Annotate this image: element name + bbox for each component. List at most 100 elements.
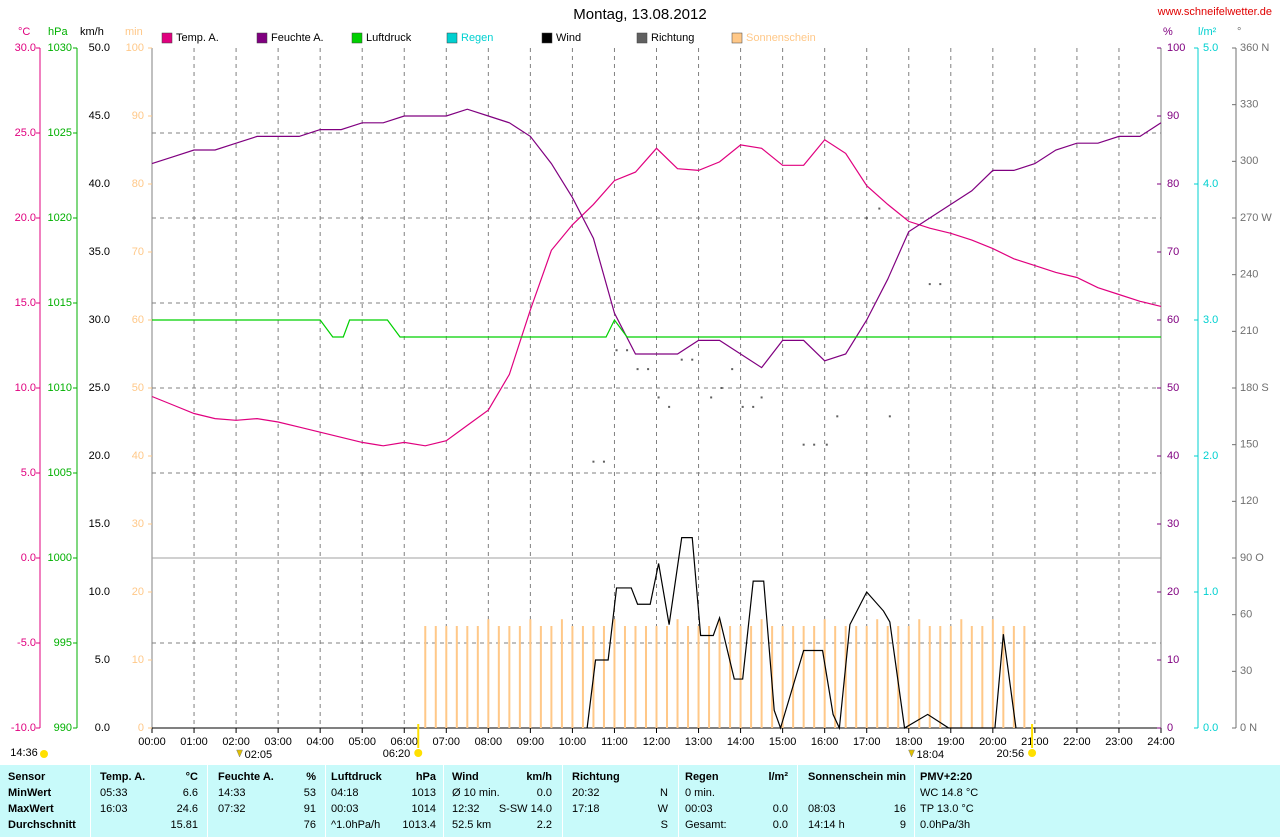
direction-dot xyxy=(636,368,639,371)
sun-bar xyxy=(729,626,732,728)
column-separator xyxy=(325,765,326,837)
y-tick-label: 100 xyxy=(1167,42,1185,54)
direction-dot xyxy=(825,443,828,446)
legend-label: Temp. A. xyxy=(176,32,219,44)
column-separator xyxy=(90,765,91,837)
sun-bar xyxy=(560,619,563,728)
table-cell: 0.0 xyxy=(772,803,788,815)
sun-bar xyxy=(708,626,711,728)
y-tick-label: 50 xyxy=(132,382,144,394)
x-tick-label: 02:00 xyxy=(222,736,250,748)
sun-marker-label: 06:20 xyxy=(383,748,411,760)
chart-title: Montag, 13.08.2012 xyxy=(573,6,706,23)
table-cell: Wind xyxy=(452,771,479,783)
direction-dot xyxy=(680,358,683,361)
table-cell: 91 xyxy=(303,803,316,815)
sun-bar xyxy=(666,626,669,728)
table-cell: 17:18 xyxy=(572,803,600,815)
table-cell: Richtung xyxy=(572,771,620,783)
sun-bar xyxy=(539,626,542,728)
y-tick-label: 1000 xyxy=(48,552,72,564)
legend-swatch xyxy=(636,32,648,44)
sun-bar xyxy=(445,626,448,728)
x-tick-label: 16:00 xyxy=(811,736,839,748)
sun-bar xyxy=(981,626,984,728)
y-tick-label: 70 xyxy=(1167,246,1179,258)
table-cell: 2.2 xyxy=(536,819,552,831)
sun-marker-label: 20:56 xyxy=(997,748,1025,760)
sun-bar xyxy=(623,626,626,728)
table-cell: 04:18 xyxy=(331,787,359,799)
table-cell: WC 14.8 °C xyxy=(920,787,979,799)
y-tick-label: 90 xyxy=(1167,110,1179,122)
sun-bar xyxy=(876,619,879,728)
legend-swatch xyxy=(541,32,553,44)
y-tick-label: 25.0 xyxy=(15,127,36,139)
x-tick-label: 09:00 xyxy=(517,736,545,748)
sun-bar xyxy=(949,626,952,728)
table-cell: ^1.0hPa/h xyxy=(331,819,381,831)
table-cell: 14:33 xyxy=(218,787,246,799)
table-cell: 0.0 xyxy=(536,787,552,799)
sun-bar xyxy=(434,626,437,728)
table-cell: Durchschnitt xyxy=(8,819,76,831)
y-tick-label: -5.0 xyxy=(17,637,36,649)
table-cell: hPa xyxy=(415,771,436,783)
x-tick-label: 17:00 xyxy=(853,736,881,748)
y-tick-label: 10.0 xyxy=(89,586,110,598)
y-tick-label: 15.0 xyxy=(15,297,36,309)
legend-label: Feuchte A. xyxy=(271,32,324,44)
sun-bar xyxy=(466,626,469,728)
y-tick-label: 45.0 xyxy=(89,110,110,122)
table-cell: 07:32 xyxy=(218,803,246,815)
sun-bar xyxy=(634,626,637,728)
column-separator xyxy=(443,765,444,837)
table-cell: Feuchte A. xyxy=(218,771,274,783)
x-tick-label: 24:00 xyxy=(1147,736,1175,748)
table-cell: MinWert xyxy=(8,787,52,799)
y-tick-label: 20 xyxy=(1167,586,1179,598)
y-tick-label: 0 N xyxy=(1240,722,1257,734)
y-tick-label: 0 xyxy=(1167,722,1173,734)
legend-swatch xyxy=(351,32,363,44)
y-tick-label: 360 N xyxy=(1240,42,1269,54)
y-tick-label: 120 xyxy=(1240,495,1258,507)
y-tick-label: 30.0 xyxy=(89,314,110,326)
direction-dot xyxy=(657,396,660,399)
temp-marker-label: 18:04 xyxy=(917,749,945,761)
table-cell: 20:32 xyxy=(572,787,600,799)
table-cell: 9 xyxy=(899,819,906,831)
sun-bar xyxy=(518,626,521,728)
table-cell: 16:03 xyxy=(100,803,128,815)
direction-dot xyxy=(888,415,891,418)
sun-bar xyxy=(739,626,742,728)
table-cell: Temp. A. xyxy=(100,771,146,783)
legend-swatch xyxy=(256,32,268,44)
sun-bar xyxy=(487,619,490,728)
y-tick-label: 330 xyxy=(1240,99,1258,111)
table-cell: Regen xyxy=(685,771,719,783)
sun-bar xyxy=(886,626,889,728)
sun-bar xyxy=(813,626,816,728)
sun-bar xyxy=(687,626,690,728)
y-tick-label: 70 xyxy=(132,246,144,258)
x-tick-label: 03:00 xyxy=(264,736,292,748)
x-tick-label: 15:00 xyxy=(769,736,797,748)
legend-swatch xyxy=(731,32,743,44)
x-tick-label: 08:00 xyxy=(475,736,503,748)
sun-marker xyxy=(414,749,423,757)
y-tick-label: 15.0 xyxy=(89,518,110,530)
direction-dot xyxy=(592,460,595,463)
table-cell: 15.81 xyxy=(170,819,198,831)
y-tick-label: 90 xyxy=(132,110,144,122)
sun-bar xyxy=(907,626,910,728)
x-tick-label: 20:00 xyxy=(979,736,1007,748)
direction-dot xyxy=(878,207,881,210)
sun-bar xyxy=(781,626,784,728)
table-cell: PMV+2:20 xyxy=(920,771,973,783)
y-tick-label: 20.0 xyxy=(15,212,36,224)
direction-dot xyxy=(668,405,671,408)
sun-bar xyxy=(939,626,942,728)
x-tick-label: 18:00 xyxy=(895,736,923,748)
